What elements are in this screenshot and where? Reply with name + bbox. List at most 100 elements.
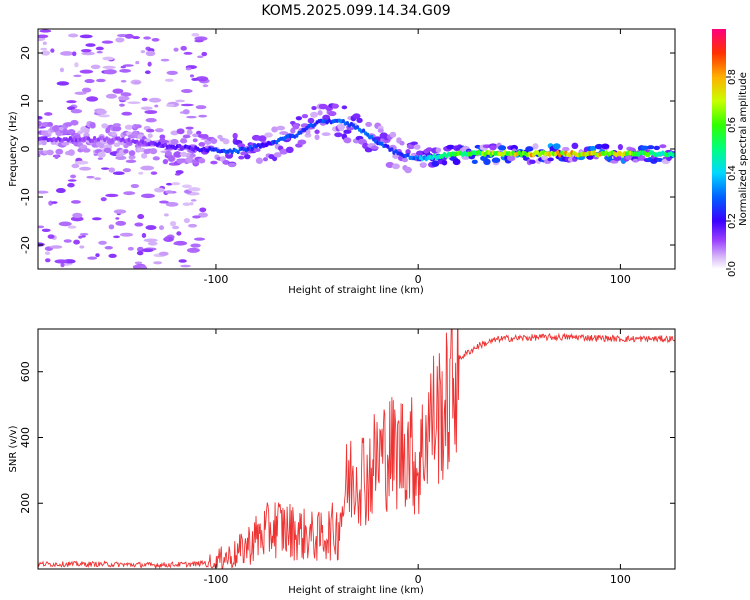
spectrogram-ridge-cell — [355, 125, 360, 130]
spectrogram-halo — [314, 134, 320, 141]
spectrogram-noise-blob — [39, 29, 52, 33]
colorbar-tick-label: 0.0 — [727, 261, 738, 277]
spectrogram-noise-blob — [79, 232, 89, 236]
spectrogram-halo — [131, 130, 139, 138]
spectrogram-halo — [237, 143, 246, 149]
spectrogram-noise-blob — [42, 41, 47, 45]
spectrogram-ridge-cell — [406, 152, 410, 158]
spectrogram-halo — [47, 122, 53, 127]
spectrogram-noise-blob — [182, 109, 190, 115]
spectrogram-halo — [637, 155, 646, 161]
spectrogram-ridge-cell — [390, 147, 394, 152]
spectrogram-noise-blob — [90, 64, 101, 70]
spectrogram-noise-blob — [183, 217, 191, 224]
colorbar-tick-label: 0.4 — [727, 165, 738, 181]
spectrogram-halo — [377, 128, 384, 133]
spectrogram-halo — [489, 145, 497, 151]
spectrogram-halo — [301, 113, 309, 119]
spectrogram-noise-blob — [66, 106, 76, 111]
spectrogram-halo — [264, 132, 273, 138]
spectrogram-noise-blob — [191, 33, 200, 37]
spectrogram-noise-blob — [81, 234, 86, 238]
spectrogram-halo — [571, 142, 579, 150]
spectrogram-noise-blob — [101, 167, 110, 170]
spectrogram-halo — [297, 139, 307, 145]
spectrogram-noise-blob — [49, 245, 63, 249]
spectrogram-noise-blob — [81, 87, 92, 93]
spectrogram-halo — [152, 156, 160, 161]
spectrogram-noise-blob — [120, 92, 132, 97]
spectrogram-noise-blob — [195, 105, 207, 110]
spectrogram-noise-blob — [141, 97, 148, 102]
spectrogram-halo — [525, 146, 534, 152]
spectrogram-noise-blob — [96, 109, 107, 115]
spectrogram-halo — [46, 149, 54, 156]
spectrogram-halo — [164, 150, 172, 156]
spectrogram-noise-blob — [58, 221, 72, 227]
spectrogram-noise-blob — [180, 45, 187, 51]
spectrogram-halo — [176, 128, 185, 135]
spectrogram-noise-blob — [120, 65, 126, 69]
spectrogram-noise-blob — [127, 101, 141, 105]
spectrogram-noise-blob — [54, 259, 68, 264]
spectrogram-halo — [659, 144, 667, 149]
spectrogram-halo — [89, 121, 96, 129]
spectrogram-halo — [435, 147, 442, 153]
spectrogram-noise-blob — [143, 36, 151, 40]
spectrogram-halo — [415, 150, 425, 156]
colorbar-ticks: 0.0 0.2 0.4 0.6 0.8 — [726, 69, 738, 277]
spectrogram-noise-blob — [125, 159, 137, 163]
spectrogram-noise-blob — [145, 50, 156, 57]
spectrogram-noise-blob — [113, 209, 127, 214]
spectrogram-halo — [419, 162, 427, 168]
spectrogram-halo — [271, 126, 278, 133]
spectrogram-noise-blob — [180, 88, 193, 94]
spectrogram-halo — [180, 151, 188, 157]
y-tick-label: 600 — [19, 361, 32, 382]
spectrogram-noise-blob — [108, 224, 115, 230]
spectrogram-noise-blob — [192, 215, 201, 219]
spectrogram-noise-blob — [173, 240, 188, 246]
spectrogram-noise-blob — [38, 242, 45, 247]
spectrogram-noise-blob — [185, 126, 194, 130]
spectrogram-noise-blob — [154, 187, 165, 193]
spectrogram-noise-blob — [41, 228, 51, 232]
spectrogram-noise-blob — [130, 183, 140, 189]
spectrogram-halo — [238, 155, 245, 160]
spectrogram-ridge-cell — [295, 133, 299, 138]
spectrogram-noise-blob — [38, 115, 43, 120]
spectrogram-noise-blob — [54, 154, 59, 159]
spectrogram-noise-blob — [108, 253, 117, 259]
y-tick-label: 400 — [19, 427, 32, 448]
spectrogram-noise-blob — [73, 239, 80, 245]
spectrogram-noise-blob — [80, 48, 92, 53]
spectrogram-halo — [405, 148, 411, 155]
spectrogram-halo — [601, 143, 610, 150]
spectrogram-halo — [210, 138, 218, 144]
spectrogram-ridge-cell — [386, 144, 390, 149]
spectrogram-noise-blob — [79, 166, 92, 171]
spectrogram-noise-blob — [143, 238, 158, 243]
spectrogram-noise-blob — [72, 51, 77, 57]
spectrogram-noise-blob — [193, 237, 206, 241]
spectrogram-halo — [334, 132, 343, 138]
spectrogram-halo — [343, 129, 352, 134]
spectrogram-noise-blob — [169, 221, 177, 227]
spectrogram-halo — [328, 111, 337, 117]
snr-x-label: Height of straight line (km) — [288, 585, 424, 596]
spectrogram-halo — [222, 160, 230, 165]
spectrogram-noise-blob — [60, 51, 74, 56]
x-tick-label: -100 — [203, 573, 228, 586]
spectrogram-noise-blob — [78, 235, 83, 239]
spectrogram-noise-blob — [133, 81, 141, 85]
spectrogram-halo — [647, 145, 655, 150]
spectrogram-noise-blob — [189, 202, 194, 206]
spectrogram-noise-blob — [171, 225, 180, 230]
spectrogram-halo — [55, 148, 64, 155]
spectrogram-halo — [311, 105, 317, 111]
spectrogram-noise-blob — [70, 216, 84, 222]
spectrogram-noise-blob — [194, 39, 204, 43]
spectrogram-noise-blob — [95, 253, 100, 258]
spectrogram-noise-blob — [98, 240, 107, 245]
